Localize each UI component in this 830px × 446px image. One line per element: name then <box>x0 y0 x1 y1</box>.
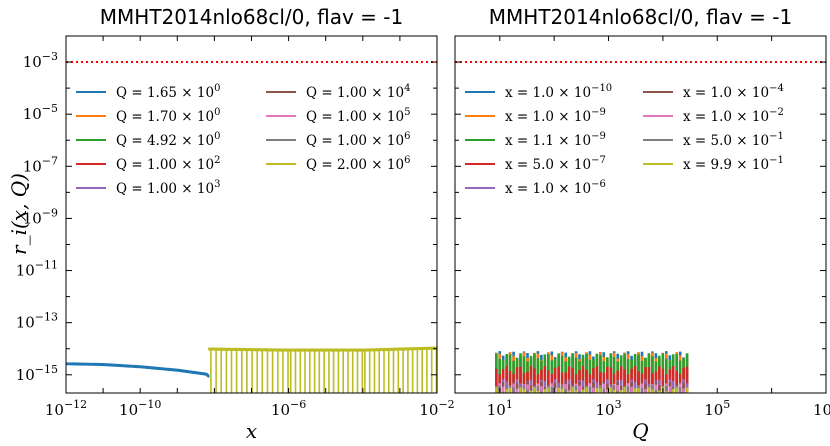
legend-label: x = 1.0 × 10−2 <box>683 107 784 125</box>
x-tick-label: 10−12 <box>45 398 87 419</box>
chart-title: MMHT2014nlo68cl/0, flav = -1 <box>100 5 403 29</box>
legend-label: x = 1.1 × 10−9 <box>505 131 606 149</box>
axes-frame <box>454 35 827 394</box>
y-tick-label: 10−13 <box>16 311 58 332</box>
panel-left: MMHT2014nlo68cl/0, flav = -1 10−15 10−13 10… <box>16 5 455 443</box>
legend-label: Q = 1.00 × 105 <box>306 107 410 125</box>
x-tick-label: 105 <box>704 398 730 419</box>
y-tick-label: 10−11 <box>16 259 58 280</box>
legend-label: x = 1.0 × 10−6 <box>505 179 606 197</box>
legend-label: x = 1.0 × 10−4 <box>683 83 784 101</box>
y-tick-label: 10−3 <box>23 50 58 71</box>
legend-label: Q = 1.65 × 100 <box>116 83 220 101</box>
chart-title: MMHT2014nlo68cl/0, flav = -1 <box>489 5 792 29</box>
panel-right: MMHT2014nlo68cl/0, flav = -1 101 103 105 107… <box>454 5 830 443</box>
y-tick-label: 10−15 <box>16 363 58 384</box>
x-tick-label: 10−6 <box>271 398 306 419</box>
x-axis-label: x <box>246 419 257 443</box>
series-line-0 <box>66 362 210 378</box>
legend-label: Q = 1.70 × 100 <box>116 107 220 125</box>
x-tick-label: 10−2 <box>419 398 454 419</box>
legend-label: x = 1.0 × 10−10 <box>505 83 612 101</box>
x-tick-label: 10−10 <box>119 398 161 419</box>
legend-label: x = 9.9 × 10−1 <box>683 155 784 173</box>
x-axis-label: Q <box>632 419 648 443</box>
legend-label: Q = 1.00 × 104 <box>306 83 410 101</box>
legend-label: Q = 2.00 × 106 <box>306 155 410 173</box>
legend-label: x = 1.0 × 10−9 <box>505 107 606 125</box>
series-bars-8 <box>495 387 689 393</box>
legend-label: Q = 1.00 × 102 <box>116 155 220 173</box>
plot-area <box>66 346 437 393</box>
x-tick-label: 101 <box>487 398 513 419</box>
x-tick-label: 103 <box>595 398 621 419</box>
x-tick-label: 107 <box>813 398 830 419</box>
y-tick-label: 10−5 <box>23 102 58 123</box>
plot-area <box>495 351 689 393</box>
legend-label: x = 5.0 × 10−1 <box>683 131 784 149</box>
legend-label: Q = 1.00 × 106 <box>306 131 410 149</box>
legend-label: Q = 4.92 × 100 <box>116 131 220 149</box>
y-axis-label: r_i(x, Q) <box>7 173 31 255</box>
series-line-8 <box>207 346 437 393</box>
y-tick-label: 10−7 <box>23 154 58 175</box>
legend-label: Q = 1.00 × 103 <box>116 179 220 197</box>
y-tick-label: 10−9 <box>23 206 58 227</box>
legend-label: x = 5.0 × 10−7 <box>505 155 606 173</box>
